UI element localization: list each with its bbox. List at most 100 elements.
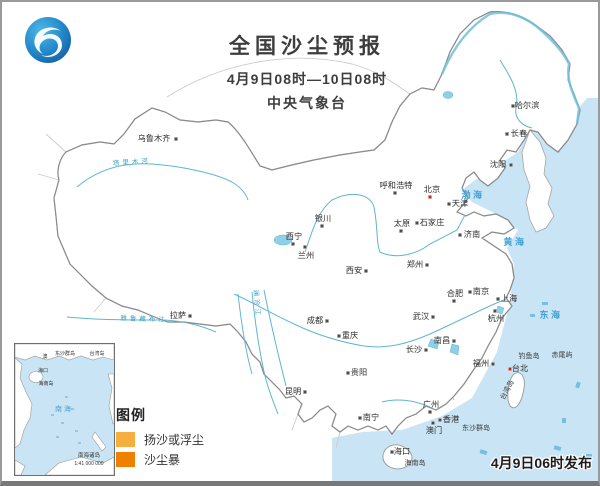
amur-river	[440, 11, 581, 125]
inset-land	[15, 344, 114, 475]
city-dot	[495, 296, 501, 302]
city-label: 兰州	[298, 250, 314, 260]
legend-item: 沙尘暴	[116, 451, 204, 468]
city-dot	[187, 313, 193, 319]
city-label: 合肥	[447, 288, 463, 298]
city-label: 郑州	[407, 259, 423, 269]
city-label: 南宁	[363, 412, 379, 422]
city-dot	[430, 420, 436, 426]
city-label: 香港	[443, 414, 460, 424]
river-label: 塔里木河	[113, 156, 152, 168]
inset-islets	[51, 396, 81, 444]
inset-label: 澳	[42, 353, 47, 360]
city-dot	[451, 298, 457, 304]
legend-items: 扬沙或浮尘 沙尘暴	[116, 431, 204, 468]
city-dot	[302, 389, 308, 395]
city-dot	[324, 318, 330, 324]
river-label: 澜沧江	[252, 289, 263, 318]
city-dot	[423, 347, 429, 353]
city-dot	[357, 415, 363, 421]
city-dot	[490, 361, 496, 367]
legend-label: 沙尘暴	[144, 453, 181, 467]
city-dot	[392, 190, 398, 196]
city-label: 上海	[501, 293, 517, 303]
city-label: 广州	[423, 399, 439, 409]
city-label: 哈尔滨	[515, 100, 540, 110]
agency-name: 中央气象台	[267, 95, 347, 111]
inset-label: 台湾岛	[89, 350, 104, 357]
city-label: 重庆	[342, 330, 358, 340]
city-dot	[507, 366, 513, 372]
logo-swirl	[34, 27, 62, 57]
city-label: 武汉	[413, 311, 429, 321]
legend-swatch	[116, 432, 135, 447]
city-label: 乌鲁木齐	[138, 133, 171, 143]
city-dot	[446, 201, 452, 207]
sea-label: 黄海	[503, 236, 526, 247]
city-dot	[427, 409, 433, 415]
city-dot	[336, 333, 342, 339]
island-label: 海南岛	[405, 458, 426, 467]
city-label: 济南	[464, 229, 480, 239]
legend-item: 扬沙或浮尘	[116, 431, 204, 448]
inset-label: 海南岛	[38, 380, 53, 387]
island-label: 钓鱼岛	[519, 351, 540, 360]
city-label: 长春	[511, 128, 527, 138]
city-dot	[345, 370, 351, 376]
city-label: 呼和浩特	[380, 180, 413, 190]
city-label: 太原	[394, 218, 410, 228]
legend-title: 图例	[116, 407, 146, 423]
korea-outline	[521, 129, 555, 233]
city-dot	[290, 241, 296, 247]
city-dot	[451, 338, 457, 344]
city-dot	[492, 308, 498, 314]
forecast-time-range: 4月9日08时—10日08时	[226, 71, 388, 87]
publish-time: 4月9日06时发布	[490, 455, 592, 471]
sea-label: 东海	[539, 309, 562, 320]
island-label: 赤尾屿	[552, 350, 573, 359]
lakes	[273, 91, 505, 356]
city-label: 北京	[424, 184, 440, 194]
city-label: 西安	[346, 265, 362, 275]
city-dot	[467, 289, 473, 295]
city-label: 长沙	[406, 344, 422, 354]
city-label: 杭州	[488, 313, 504, 323]
inset-label: 海口	[38, 367, 48, 374]
legend: 图例 扬沙或浮尘沙尘暴	[116, 405, 204, 471]
city-dot	[389, 449, 395, 455]
city-dot	[414, 220, 420, 226]
small-islands	[479, 302, 592, 467]
china-weather-logo	[25, 17, 71, 63]
river-label: 雅鲁藏布江	[120, 313, 168, 324]
city-label: 西宁	[286, 231, 302, 241]
legend-swatch	[116, 452, 135, 467]
inset-label: 南 海	[55, 404, 71, 413]
city-label: 昆明	[285, 387, 301, 396]
inset-label: 南海诸岛	[78, 451, 101, 459]
city-dot	[437, 417, 443, 423]
city-label: 贵阳	[351, 367, 367, 377]
city-dot	[173, 136, 179, 142]
city-label: 石家庄	[420, 217, 445, 227]
city-dot	[398, 228, 404, 234]
city-dot	[457, 232, 463, 238]
city-dot	[427, 194, 433, 200]
island-label: 东沙群岛	[462, 423, 490, 432]
city-dot	[430, 314, 436, 320]
city-label: 拉萨	[170, 310, 186, 320]
city-dot	[504, 131, 510, 137]
city-label: 海口	[394, 446, 410, 456]
city-label: 福州	[473, 359, 489, 368]
city-label: 南昌	[434, 335, 450, 345]
neighbor-borders	[37, 57, 411, 449]
city-label: 成都	[307, 315, 323, 325]
city-label: 银川	[315, 213, 331, 223]
city-label: 南京	[473, 286, 489, 296]
city-label: 台北	[512, 363, 528, 373]
city-label: 澳门	[426, 425, 442, 435]
city-dot	[319, 223, 325, 229]
map-header: 全国沙尘预报 4月9日08时—10日08时 中央气象台	[152, 30, 462, 113]
city-dot	[424, 262, 430, 268]
